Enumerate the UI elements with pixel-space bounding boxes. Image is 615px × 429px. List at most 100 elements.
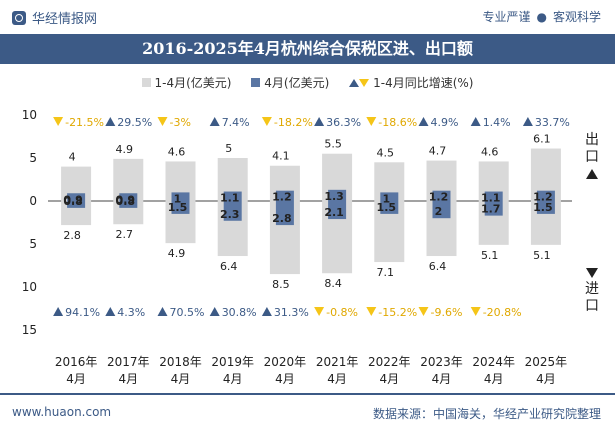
yoy-up-triangle-icon [53,307,64,316]
bar-monthly-import [67,201,86,208]
legend-down-triangle-icon [359,79,370,87]
footer-source: 数据来源：中国海关，华经产业研究院整理 [372,407,601,421]
x-category-label: 2016年 [55,355,98,369]
yoy-down-triangle-icon [261,117,272,126]
brand-logo-icon [12,11,26,25]
bar-monthly-export [484,191,503,201]
label-monthly-export: 1.2 [429,191,449,204]
yoy-down-triangle-icon [314,307,325,316]
label-monthly-export: 1.1 [481,192,501,205]
label-yoy: 1.4% [483,116,511,129]
label-cumulative-export: 4.9 [116,143,134,156]
brand-name: 华经情报网 [32,12,98,27]
label-cumulative-import: 2.8 [63,229,81,242]
export-arrow-icon [586,169,598,179]
label-monthly-import: 1.5 [533,201,553,214]
label-cumulative-export: 4.6 [481,145,499,158]
label-yoy: -15.2% [378,306,417,319]
label-monthly-import: 1.7 [481,203,501,216]
x-category-label: 2018年 [159,355,202,369]
legend-cumulative-swatch [141,78,151,87]
label-yoy: 36.3% [326,116,361,129]
y-tick-label: 5 [29,151,37,165]
x-category-label: 2020年 [264,355,307,369]
label-yoy: -9.6% [431,306,463,319]
yoy-up-triangle-icon [522,117,533,126]
bar-monthly-export [380,192,399,201]
label-monthly-import: 2.1 [324,206,344,219]
legend-yoy: 1-4月同比增速(%) [349,74,474,91]
brand: 华经情报网 [12,8,97,27]
label-cumulative-import: 5.1 [481,249,499,262]
tagline: 专业严谨 ● 客观科学 [482,8,601,25]
export-label-text: 出口 [585,132,599,165]
label-yoy: 70.5% [170,306,205,319]
bar-monthly-import [223,201,242,221]
footer-site: www.huaon.com [12,405,112,419]
label-monthly-import: 1.5 [377,201,397,214]
label-monthly-export: 1 [174,192,182,205]
yoy-up-triangle-icon [314,117,325,126]
label-cumulative-export: 4.7 [429,145,447,158]
label-yoy: 31.3% [274,306,309,319]
label-cumulative-import: 4.9 [168,247,186,260]
bar-monthly-import [484,201,503,216]
label-cumulative-export: 4 [69,151,76,164]
x-category-label: 4月 [223,372,243,386]
x-category-label: 4月 [536,372,556,386]
yoy-down-triangle-icon [157,117,168,126]
label-cumulative-import: 6.4 [220,260,238,273]
x-category-label: 4月 [379,372,399,386]
y-tick-label: 10 [22,280,37,294]
bar-monthly-import [275,201,294,226]
x-category-label: 4月 [118,372,138,386]
bar-monthly-import [536,201,555,214]
label-yoy: -21.5% [65,116,104,129]
yoy-up-triangle-icon [418,117,429,126]
bar-monthly-import [328,201,347,220]
yoy-up-triangle-icon [209,307,220,316]
y-tick-label: 0 [29,194,37,208]
x-category-label: 2022年 [368,355,411,369]
label-cumulative-export: 4.5 [377,146,395,159]
label-monthly-import: 0.8 [63,195,83,208]
yoy-down-triangle-icon [470,307,481,316]
label-yoy: -18.2% [274,116,313,129]
label-yoy: -18.6% [378,116,417,129]
label-cumulative-import: 6.4 [429,260,447,273]
yoy-up-triangle-icon [261,307,272,316]
bar-monthly-export [171,192,190,201]
label-yoy: 7.4% [222,116,250,129]
x-category-label: 4月 [66,372,86,386]
x-category-label: 2023年 [420,355,463,369]
label-monthly-import: 2 [435,205,443,218]
yoy-up-triangle-icon [105,117,116,126]
x-category-label: 2019年 [211,355,254,369]
label-yoy: 94.1% [65,306,100,319]
bar-monthly-export [432,190,451,201]
label-monthly-export: 1.3 [324,190,344,203]
legend-up-triangle-icon [349,79,360,87]
export-side-label: 出口 [583,132,601,179]
x-category-label: 4月 [432,372,452,386]
label-monthly-export: 1 [382,192,390,205]
label-cumulative-import: 8.4 [324,277,342,290]
tagline-right: 客观科学 [552,10,601,24]
label-monthly-export: 1.2 [533,191,553,204]
label-yoy: 4.9% [431,116,459,129]
label-yoy: 30.8% [222,306,257,319]
x-category-label: 4月 [275,372,295,386]
label-yoy: -3% [170,116,191,129]
x-category-label: 4月 [171,372,191,386]
yoy-down-triangle-icon [418,307,429,316]
bar-monthly-import [432,201,451,219]
x-category-label: 4月 [327,372,347,386]
label-monthly-export: 0.9 [116,193,136,206]
label-cumulative-import: 2.7 [116,228,134,241]
label-yoy: -0.8% [326,306,358,319]
label-cumulative-import: 5.1 [533,249,551,262]
label-yoy: 33.7% [535,116,570,129]
bar-monthly-export [536,190,555,201]
yoy-up-triangle-icon [209,117,220,126]
header-bar: 华经情报网 专业严谨 ● 客观科学 [0,0,615,34]
